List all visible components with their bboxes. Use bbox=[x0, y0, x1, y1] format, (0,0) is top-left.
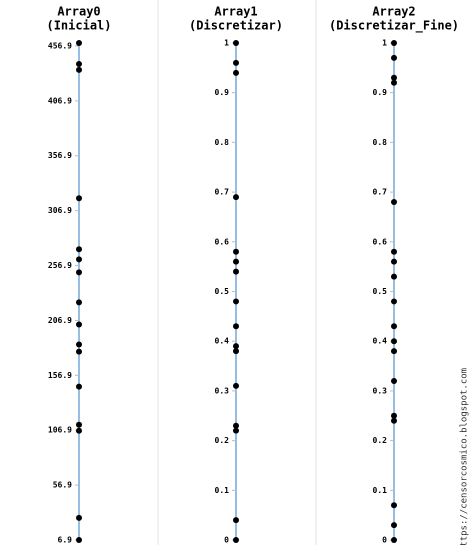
data-point bbox=[233, 537, 239, 543]
data-point bbox=[76, 246, 82, 253]
data-point bbox=[76, 514, 82, 521]
data-point bbox=[233, 422, 239, 429]
data-point bbox=[76, 348, 82, 355]
y-tick-label: 356.9 bbox=[48, 151, 72, 160]
data-point bbox=[391, 377, 397, 384]
data-point bbox=[391, 258, 397, 265]
data-point bbox=[233, 258, 239, 265]
chart-title: Array1 bbox=[214, 5, 257, 19]
data-point bbox=[76, 537, 82, 543]
data-point bbox=[76, 321, 82, 328]
data-point bbox=[391, 522, 397, 529]
data-point bbox=[391, 412, 397, 419]
y-tick-label: 56.9 bbox=[53, 481, 72, 490]
chart-subtitle: (Discretizar) bbox=[189, 19, 283, 33]
y-tick-label: 456.9 bbox=[48, 41, 72, 50]
y-tick-label: 256.9 bbox=[48, 261, 72, 270]
data-point bbox=[233, 268, 239, 275]
data-point bbox=[76, 383, 82, 390]
data-point bbox=[391, 273, 397, 280]
y-tick-label: 0 bbox=[382, 536, 387, 545]
data-point bbox=[233, 323, 239, 330]
y-tick-label: 0 bbox=[224, 536, 229, 545]
chart-subtitle: (Discretizar_Fine) bbox=[329, 19, 459, 34]
y-tick-label: 306.9 bbox=[48, 206, 72, 215]
y-tick-label: 0.4 bbox=[215, 337, 230, 346]
y-tick-label: 0.3 bbox=[215, 386, 230, 395]
data-point bbox=[233, 69, 239, 76]
data-point bbox=[233, 348, 239, 355]
chart-title: Array2 bbox=[372, 5, 415, 19]
y-tick-label: 0.9 bbox=[373, 88, 388, 97]
y-tick-label: 0.1 bbox=[215, 486, 230, 495]
data-point bbox=[233, 298, 239, 305]
data-point bbox=[391, 298, 397, 305]
data-point bbox=[391, 199, 397, 206]
chart-subtitle: (Inicial) bbox=[46, 19, 111, 33]
y-tick-label: 0.1 bbox=[373, 486, 388, 495]
y-tick-label: 0.2 bbox=[373, 436, 388, 445]
data-point bbox=[391, 74, 397, 81]
y-tick-label: 0.7 bbox=[373, 188, 388, 197]
data-point bbox=[76, 256, 82, 263]
data-point bbox=[233, 517, 239, 524]
y-tick-label: 0.6 bbox=[373, 237, 388, 246]
data-point bbox=[76, 421, 82, 428]
watermark: https://censorcosmico.blogspot.com bbox=[460, 368, 470, 545]
data-point bbox=[391, 248, 397, 255]
chart-title: Array0 bbox=[57, 5, 100, 19]
data-point bbox=[233, 40, 239, 46]
data-point bbox=[233, 248, 239, 255]
data-point bbox=[76, 60, 82, 67]
data-point bbox=[391, 537, 397, 543]
y-tick-label: 1 bbox=[382, 39, 387, 48]
y-tick-label: 406.9 bbox=[48, 96, 72, 105]
data-point bbox=[76, 66, 82, 73]
y-tick-label: 0.5 bbox=[215, 287, 230, 296]
data-point bbox=[76, 299, 82, 306]
y-tick-label: 1 bbox=[224, 39, 229, 48]
data-point bbox=[391, 502, 397, 509]
y-tick-label: 206.9 bbox=[48, 316, 72, 325]
y-tick-label: 0.4 bbox=[373, 337, 388, 346]
data-point bbox=[76, 40, 82, 46]
data-point bbox=[391, 54, 397, 61]
data-point bbox=[391, 348, 397, 355]
y-tick-label: 106.9 bbox=[48, 426, 72, 435]
y-tick-label: 0.2 bbox=[215, 436, 230, 445]
y-tick-label: 0.8 bbox=[373, 138, 388, 147]
data-point bbox=[76, 427, 82, 434]
data-point bbox=[76, 269, 82, 276]
y-tick-label: 0.9 bbox=[215, 88, 230, 97]
data-point bbox=[391, 79, 397, 86]
y-tick-label: 0.5 bbox=[373, 287, 388, 296]
data-point bbox=[391, 323, 397, 330]
data-point bbox=[391, 338, 397, 345]
data-point bbox=[233, 59, 239, 66]
y-tick-label: 0.7 bbox=[215, 188, 230, 197]
data-point bbox=[233, 382, 239, 389]
y-tick-label: 0.3 bbox=[373, 386, 388, 395]
data-point bbox=[233, 343, 239, 350]
data-point bbox=[391, 40, 397, 46]
y-tick-label: 6.9 bbox=[58, 536, 73, 545]
data-point bbox=[233, 427, 239, 434]
data-point bbox=[391, 417, 397, 424]
y-tick-label: 156.9 bbox=[48, 371, 72, 380]
y-tick-label: 0.6 bbox=[215, 237, 230, 246]
data-point bbox=[76, 195, 82, 202]
data-point bbox=[76, 341, 82, 348]
data-point bbox=[233, 194, 239, 201]
y-tick-label: 0.8 bbox=[215, 138, 230, 147]
